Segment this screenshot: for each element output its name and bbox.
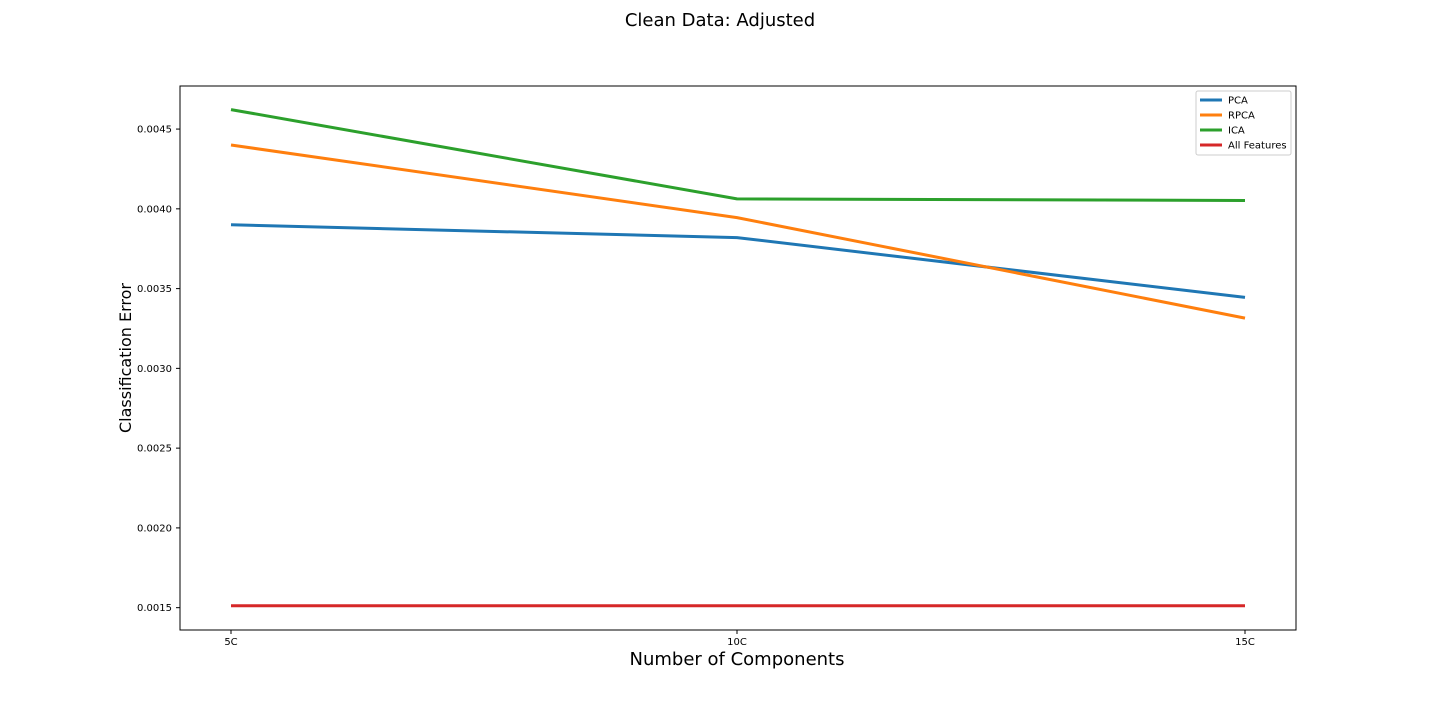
- y-tick-label: 0.0030: [137, 364, 172, 375]
- y-tick-label: 0.0015: [137, 603, 172, 614]
- y-tick-label: 0.0035: [137, 284, 172, 295]
- series-line-ica: [230, 108, 1246, 202]
- x-axis-label: Number of Components: [630, 649, 845, 670]
- plot-frame: [179, 85, 1297, 631]
- chart-title: Clean Data: Adjusted: [624, 10, 816, 31]
- plot-area: 5C 10C 15C 0.0015 0.0020 0.0025 0.0030 0.0035 0.…: [137, 85, 1297, 648]
- legend-label: ICA: [1228, 126, 1245, 137]
- y-tick-label: 0.0040: [137, 204, 172, 215]
- x-tick-label: 5C: [224, 637, 237, 648]
- series-line-rpca: [230, 143, 1246, 320]
- x-tick-label: 15C: [1235, 637, 1255, 648]
- legend-label: RPCA: [1228, 111, 1255, 122]
- y-axis-label: Classification Error: [116, 283, 135, 433]
- legend-label: PCA: [1228, 96, 1248, 107]
- y-tick-label: 0.0045: [137, 125, 172, 136]
- y-tick-label: 0.0020: [137, 523, 172, 534]
- y-tick-label: 0.0025: [137, 444, 172, 455]
- x-tick-label: 10C: [727, 637, 747, 648]
- legend-box: [1195, 90, 1292, 156]
- series-line-pca: [230, 223, 1246, 299]
- legend-label: All Features: [1228, 141, 1287, 152]
